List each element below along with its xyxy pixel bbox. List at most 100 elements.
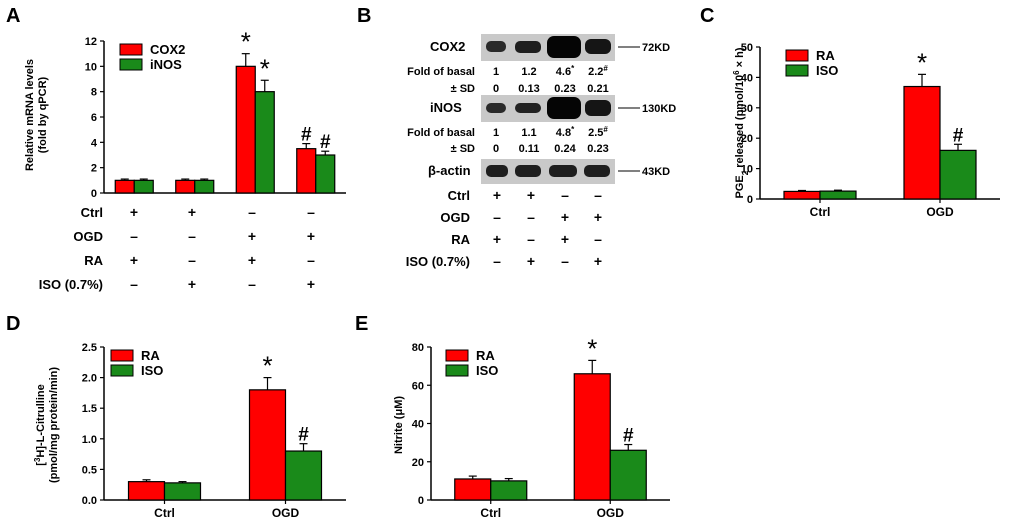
band — [584, 165, 610, 177]
legend-swatch-iso — [110, 364, 134, 377]
band — [515, 165, 541, 177]
conditions-a: Ctrl + + – – OGD – – + + RA + – + – ISO (0.7%) – + – + — [39, 204, 315, 292]
significance-mark: # — [301, 125, 312, 146]
panel-a: A Relative mRNA levels (fold by qPCR) 0 2… — [6, 5, 346, 292]
y-tick-label: 8 — [91, 87, 97, 99]
condition-sign: + — [594, 253, 602, 269]
condition-sign: – — [188, 252, 196, 268]
legend-label-ra: RA — [141, 348, 160, 363]
kd-cox2: 72KD — [642, 42, 670, 54]
panel-b: B COX2 72KD Fold of basal ± SD 1 1.2 4.6* 2… — [357, 5, 676, 269]
band — [486, 41, 506, 52]
condition-sign: – — [307, 252, 315, 268]
significance-mark: * — [587, 333, 597, 363]
ylabel-d-line1: [3H]-L-Citrulline — [33, 384, 48, 465]
band — [585, 39, 611, 54]
y-tick-label: 10 — [741, 164, 753, 176]
y-tick-label: 4 — [91, 137, 98, 149]
condition-sign: – — [493, 209, 501, 225]
condition-sign: + — [527, 253, 535, 269]
condition-sign: – — [561, 187, 569, 203]
condition-label: OGD — [440, 210, 470, 225]
y-tick-label: 0.0 — [82, 495, 97, 507]
y-tick-label: 0 — [747, 194, 753, 206]
sd-label-inos: ± SD — [451, 143, 475, 155]
condition-sign: + — [527, 187, 535, 203]
legend-label-ra: RA — [476, 348, 495, 363]
bar-ra — [573, 373, 611, 501]
fold-values-inos: 1 1.1 4.8* 2.5# 0 0.11 0.24 0.23 — [493, 125, 609, 156]
legend-swatch-iso — [785, 64, 809, 77]
condition-sign: – — [130, 276, 138, 292]
condition-sign: + — [248, 228, 256, 244]
condition-sign: + — [248, 252, 256, 268]
bar-cox2 — [175, 179, 196, 194]
x-tick-label: OGD — [926, 205, 954, 219]
bar-ra — [903, 85, 941, 200]
panel-letter-c: C — [700, 5, 714, 27]
blot-label-inos: iNOS — [430, 100, 462, 115]
condition-sign: + — [561, 231, 569, 247]
panel-letter-b: B — [357, 5, 371, 27]
sd-value: 0.23 — [587, 143, 608, 155]
y-tick-label: 2.0 — [82, 373, 97, 385]
y-tick-label: 12 — [85, 36, 97, 48]
y-tick-label: 0 — [91, 188, 97, 200]
legend-swatch-inos — [119, 58, 143, 71]
y-tick-label: 40 — [412, 419, 424, 431]
bar-inos — [133, 179, 154, 194]
condition-label: RA — [84, 253, 103, 268]
condition-sign: – — [248, 204, 256, 220]
panel-letter-d: D — [6, 313, 20, 335]
fold-value: 2.2# — [588, 64, 608, 79]
condition-sign: + — [188, 276, 196, 292]
bar-inos — [254, 91, 275, 194]
bar-iso — [163, 482, 202, 501]
y-tick-label: 1.5 — [82, 403, 97, 415]
sd-value: 0.11 — [519, 143, 540, 155]
significance-mark: # — [953, 125, 964, 146]
y-tick-label: 2 — [91, 163, 97, 175]
legend-label-cox2: COX2 — [150, 42, 185, 57]
x-tick-label: OGD — [272, 506, 300, 520]
panel-d: D [3H]-L-Citrulline (pmol/mg protein/min… — [6, 313, 346, 520]
condition-sign: – — [248, 276, 256, 292]
ylabel-a-line2: (fold by qPCR) — [37, 76, 49, 153]
conditions-b: Ctrl + + – – OGD – – + + RA + – + – ISO (0.7%) – + – + — [406, 187, 602, 269]
legend-swatch-ra — [445, 349, 469, 362]
x-tick-label: Ctrl — [480, 506, 501, 520]
condition-label: OGD — [73, 229, 103, 244]
band — [549, 165, 577, 177]
significance-mark: # — [298, 425, 309, 446]
significance-mark: * — [262, 351, 272, 381]
y-tick-label: 0.5 — [82, 464, 97, 476]
sd-value: 0.24 — [554, 143, 576, 155]
band — [547, 36, 581, 58]
x-tick-label: OGD — [597, 506, 625, 520]
significance-mark: * — [260, 53, 270, 83]
bar-iso — [819, 190, 857, 200]
condition-sign: + — [594, 209, 602, 225]
x-tick-label: Ctrl — [810, 205, 831, 219]
significance-mark: * — [241, 27, 251, 57]
bar-iso — [609, 449, 647, 501]
y-tick-label: 0 — [418, 495, 424, 507]
y-tick-label: 20 — [741, 133, 753, 145]
bar-ra — [248, 389, 287, 501]
y-tick-label: 20 — [412, 457, 424, 469]
fold-label-inos: Fold of basal — [407, 127, 475, 139]
legend-swatch-ra — [785, 49, 809, 62]
kd-actin: 43KD — [642, 166, 670, 178]
band — [486, 165, 508, 177]
condition-label: Ctrl — [448, 188, 470, 203]
bar-cox2 — [114, 179, 135, 194]
y-tick-label: 80 — [412, 342, 424, 354]
ylabel-e: Nitrite (μM) — [393, 396, 405, 454]
legend-swatch-cox2 — [119, 43, 143, 56]
significance-mark: # — [623, 426, 634, 447]
condition-sign: – — [561, 253, 569, 269]
